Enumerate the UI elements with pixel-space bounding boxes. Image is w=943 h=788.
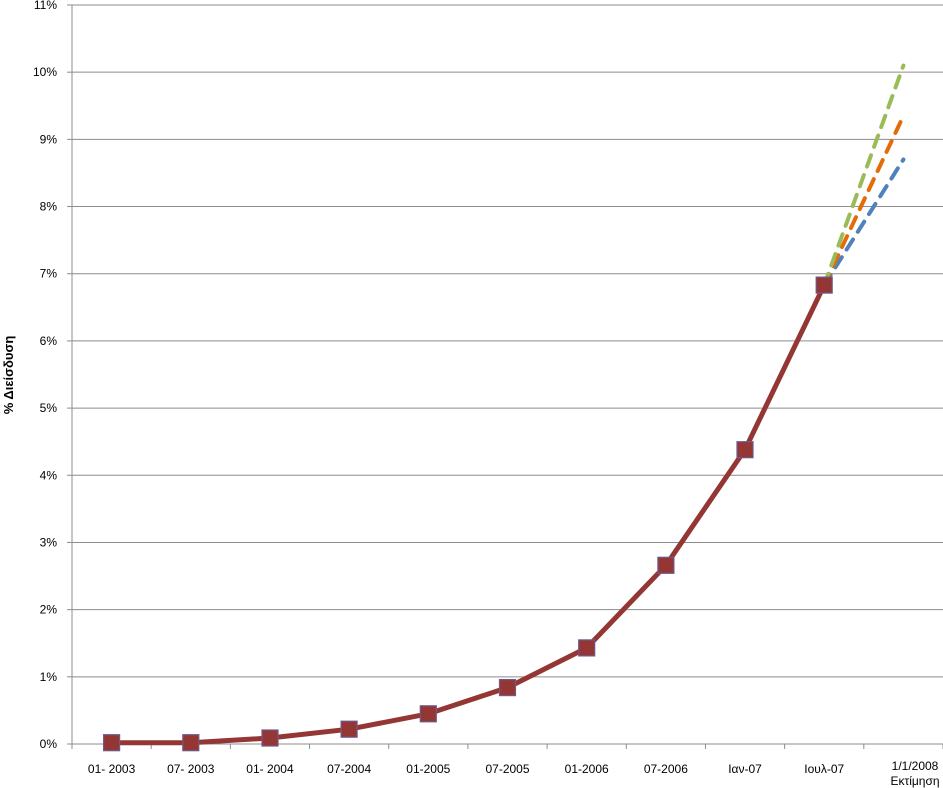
- x-tick-label: 01- 2004: [246, 762, 294, 776]
- y-tick-label: 9%: [40, 132, 58, 146]
- y-tick-label: 3%: [40, 535, 58, 549]
- x-tick-label: 07-2004: [327, 762, 371, 776]
- series-layer: [102, 63, 906, 752]
- projection-line-3: [822, 157, 906, 288]
- x-tick-label: 01-2006: [565, 762, 609, 776]
- data-point-marker: [419, 705, 437, 723]
- x-tick-label: 01- 2003: [88, 762, 136, 776]
- projection-line-2: [822, 113, 906, 288]
- data-point-marker: [815, 276, 833, 294]
- y-tick-label: 0%: [40, 737, 58, 751]
- gridlines: [72, 4, 943, 678]
- y-tick-label: 4%: [40, 468, 58, 482]
- x-tick-sublabel: Εκτίμηση: [890, 774, 939, 788]
- x-tick-label: 07- 2003: [167, 762, 215, 776]
- x-tick-label: 1/1/2008: [892, 759, 939, 773]
- y-tick-label: 2%: [40, 603, 58, 617]
- x-tick-label: 01-2005: [406, 762, 450, 776]
- x-tick-label: Ιουλ-07: [804, 762, 844, 776]
- x-tick-label: 07-2006: [644, 762, 688, 776]
- data-point-marker: [578, 639, 596, 657]
- data-point-marker: [182, 734, 200, 752]
- y-tick-labels: 0% 1% 2% 3% 4% 5% 6% 7% 8% 9% 10% 11%: [33, 0, 57, 751]
- x-tick-label: 07-2005: [485, 762, 529, 776]
- y-tick-label: 10%: [33, 65, 57, 79]
- series-line: [111, 284, 827, 746]
- axes: [67, 4, 943, 749]
- data-point-marker: [498, 678, 517, 697]
- data-point-marker: [261, 729, 279, 747]
- y-tick-label: 11%: [34, 0, 57, 12]
- x-tick-label: Ιαν-07: [728, 762, 762, 776]
- x-tick-labels: 01- 2003 07- 2003 01- 2004 07-2004 01-2005 07…: [88, 759, 940, 788]
- projection-line-1: [822, 63, 906, 288]
- data-point-marker: [736, 441, 754, 459]
- y-axis-label: % Διείσδυση: [1, 336, 16, 415]
- y-tick-label: 1%: [40, 670, 58, 684]
- y-tick-label: 7%: [40, 267, 58, 281]
- y-tick-label: 5%: [40, 401, 58, 415]
- y-tick-label: 8%: [40, 200, 58, 214]
- y-tick-label: 6%: [40, 334, 58, 348]
- data-point-marker: [102, 734, 121, 752]
- data-point-marker: [657, 556, 675, 574]
- data-point-marker: [340, 720, 358, 738]
